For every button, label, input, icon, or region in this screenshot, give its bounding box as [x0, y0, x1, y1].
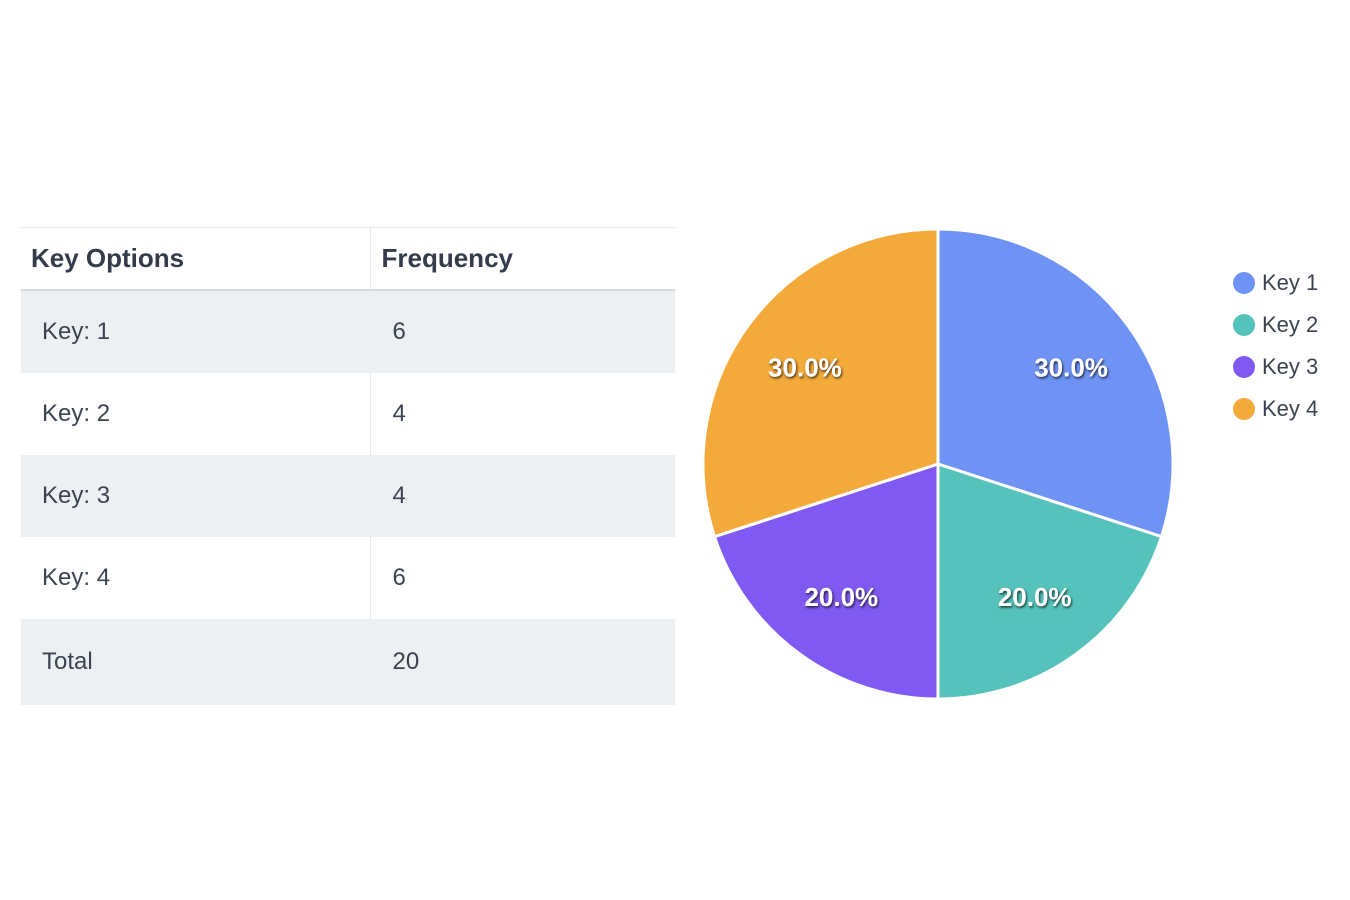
pie-slice-key-1[interactable] [936, 227, 1175, 539]
table-cell-key: Key: 3 [21, 455, 370, 537]
table-total-label: Total [21, 619, 370, 705]
legend-swatch-icon [1233, 356, 1255, 378]
legend-swatch-icon [1233, 272, 1255, 294]
legend-label: Key 2 [1262, 312, 1319, 337]
table-cell-frequency: 6 [369, 290, 675, 373]
legend-swatch-icon [1233, 314, 1255, 336]
table-total-row: Total 20 [21, 619, 675, 705]
pie-slice-label-key-3: 20.0% [804, 582, 878, 612]
pie-slice-label-key-4: 30.0% [768, 352, 842, 382]
frequency-table: Key Options Frequency Key: 1 6 Key: 2 4 … [21, 227, 675, 705]
table-cell-key: Key: 2 [42, 400, 111, 427]
chart-legend: Key 1 Key 2 Key 3 Key 4 [1233, 262, 1318, 430]
legend-swatch-icon [1233, 398, 1255, 420]
table-cell-frequency: 4 [369, 373, 675, 455]
table-row: Key: 1 6 [21, 290, 675, 373]
legend-item-key-2[interactable]: Key 2 [1233, 304, 1318, 346]
table-cell-key: Key: 1 [21, 290, 370, 373]
table-cell-key: Key: 4 [42, 564, 111, 591]
legend-label: Key 4 [1262, 396, 1319, 421]
table-row: Key: 2 4 [21, 373, 675, 455]
pie-slice-key-4[interactable] [701, 227, 940, 539]
pie-slice-key-2[interactable] [936, 462, 1163, 701]
pie-slices [701, 227, 1175, 701]
pie-slice-key-3[interactable] [713, 462, 940, 701]
table-header-row: Key Options Frequency [21, 227, 675, 291]
legend-item-key-1[interactable]: Key 1 [1233, 262, 1318, 304]
pie-slice-label-key-2: 20.0% [998, 582, 1072, 612]
table-cell-frequency: 4 [369, 455, 675, 537]
column-header-key-options: Key Options [21, 227, 370, 291]
pie-slice-label-key-1: 30.0% [1034, 352, 1108, 382]
legend-item-key-4[interactable]: Key 4 [1233, 388, 1318, 430]
table-row: Key: 4 6 [21, 537, 675, 619]
pie-labels: 30.0% 20.0% 20.0% 30.0% [768, 352, 1108, 612]
table-cell-frequency: 6 [369, 537, 675, 619]
column-header-frequency: Frequency [369, 227, 675, 291]
legend-label: Key 3 [1262, 354, 1319, 379]
legend-item-key-3[interactable]: Key 3 [1233, 346, 1318, 388]
table-total-frequency: 20 [369, 619, 675, 705]
legend-label: Key 1 [1262, 270, 1319, 295]
table-row: Key: 3 4 [21, 455, 675, 537]
